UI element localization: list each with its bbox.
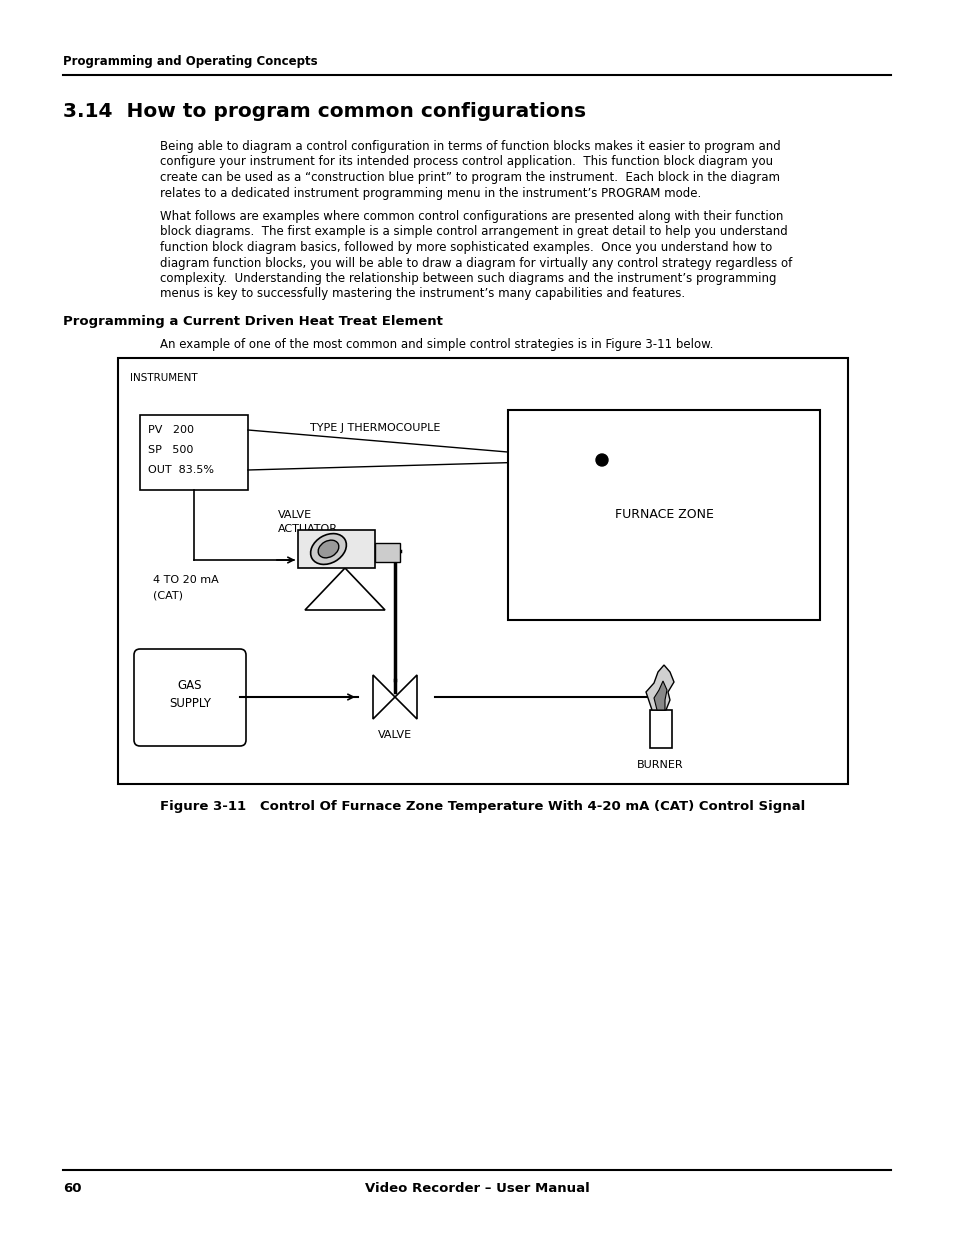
Text: SP   500: SP 500 (148, 445, 193, 454)
Text: 60: 60 (63, 1182, 81, 1195)
Polygon shape (373, 676, 395, 719)
Text: An example of one of the most common and simple control strategies is in Figure : An example of one of the most common and… (160, 338, 713, 351)
Text: function block diagram basics, followed by more sophisticated examples.  Once yo: function block diagram basics, followed … (160, 241, 771, 254)
Text: Being able to diagram a control configuration in terms of function blocks makes : Being able to diagram a control configur… (160, 140, 780, 153)
Polygon shape (654, 680, 666, 710)
Text: menus is key to successfully mastering the instrument’s many capabilities and fe: menus is key to successfully mastering t… (160, 288, 684, 300)
Text: complexity.  Understanding the relationship between such diagrams and the instru: complexity. Understanding the relationsh… (160, 272, 776, 285)
Polygon shape (645, 664, 673, 710)
Text: Programming a Current Driven Heat Treat Element: Programming a Current Driven Heat Treat … (63, 315, 442, 329)
Text: VALVE: VALVE (277, 510, 312, 520)
Polygon shape (305, 568, 385, 610)
Bar (140, 415, 248, 490)
Bar (507, 410, 820, 620)
Text: configure your instrument for its intended process control application.  This fu: configure your instrument for its intend… (160, 156, 772, 168)
Text: INSTRUMENT: INSTRUMENT (130, 373, 197, 383)
Text: create can be used as a “construction blue print” to program the instrument.  Ea: create can be used as a “construction bl… (160, 170, 780, 184)
Text: What follows are examples where common control configurations are presented alon: What follows are examples where common c… (160, 210, 782, 224)
Text: (CAT): (CAT) (152, 590, 183, 600)
Text: 3.14  How to program common configurations: 3.14 How to program common configuration… (63, 103, 585, 121)
Ellipse shape (311, 534, 346, 564)
Text: FURNACE ZONE: FURNACE ZONE (614, 509, 713, 521)
Text: PV   200: PV 200 (148, 425, 193, 435)
Polygon shape (395, 676, 416, 719)
Text: OUT  83.5%: OUT 83.5% (148, 466, 213, 475)
Bar (297, 530, 375, 568)
Text: GAS
SUPPLY: GAS SUPPLY (169, 679, 211, 710)
Text: TYPE J THERMOCOUPLE: TYPE J THERMOCOUPLE (310, 424, 440, 433)
Text: Programming and Operating Concepts: Programming and Operating Concepts (63, 56, 317, 68)
Ellipse shape (318, 540, 338, 558)
Bar (375, 543, 399, 562)
Text: 4 TO 20 mA: 4 TO 20 mA (152, 576, 218, 585)
Text: Video Recorder – User Manual: Video Recorder – User Manual (364, 1182, 589, 1195)
FancyBboxPatch shape (133, 650, 246, 746)
Text: diagram function blocks, you will be able to draw a diagram for virtually any co: diagram function blocks, you will be abl… (160, 257, 791, 269)
Text: BURNER: BURNER (636, 760, 682, 769)
Circle shape (596, 454, 607, 466)
Text: block diagrams.  The first example is a simple control arrangement in great deta: block diagrams. The first example is a s… (160, 226, 787, 238)
Text: VALVE: VALVE (377, 730, 412, 740)
Bar (118, 358, 847, 784)
Text: ACTUATOR: ACTUATOR (277, 524, 337, 534)
Bar (649, 710, 671, 748)
Text: Figure 3-11   Control Of Furnace Zone Temperature With 4-20 mA (CAT) Control Sig: Figure 3-11 Control Of Furnace Zone Temp… (160, 800, 804, 813)
Text: relates to a dedicated instrument programming menu in the instrument’s PROGRAM m: relates to a dedicated instrument progra… (160, 186, 700, 200)
